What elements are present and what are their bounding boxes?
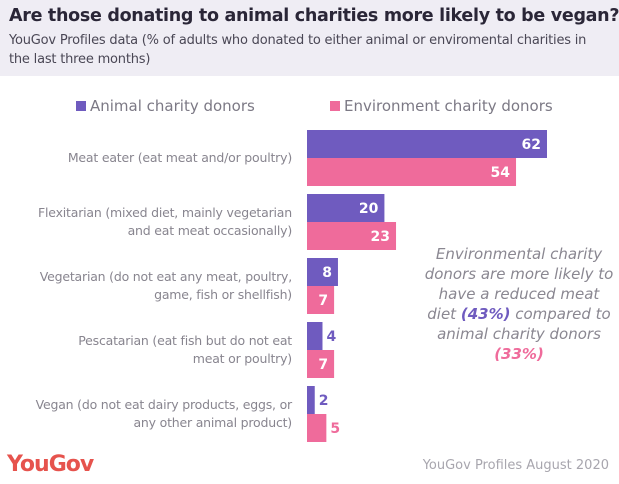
data-label-environment: 7 [318,357,328,373]
category-label-line: game, fish or shellfish) [154,287,292,302]
category-label-line: Vegan (do not eat dairy products, eggs, … [35,397,293,412]
annotation-text-1: Environmental charity donors are more li… [424,245,614,323]
legend-label-animal: Animal charity donors [90,97,255,115]
legend-swatch-animal [76,101,86,111]
category-label-line: Meat eater (eat meat and/or poultry) [67,150,292,165]
legend-swatch-environment [330,101,340,111]
data-label-environment: 54 [491,165,511,181]
bar-animal [307,258,338,286]
bar-environment [307,158,517,186]
bar-animal [307,386,315,414]
category-label-line: and eat meat occasionally) [127,223,293,238]
category-label: Vegan (do not eat dairy products, eggs, … [2,396,293,432]
bar-environment [307,350,335,378]
chart-title: Are those donating to animal charities m… [9,6,619,26]
data-label-animal: 4 [326,329,336,345]
data-label-environment: 23 [371,229,390,245]
data-label-environment: 5 [330,421,340,437]
data-label-environment: 7 [318,293,328,309]
category-label-line: any other animal product) [133,415,292,430]
bar-animal [307,130,547,158]
bar-environment [307,222,397,250]
bar-environment [307,286,335,314]
annotation-highlight-43: (43%) [460,305,511,323]
category-label: Flexitarian (mixed diet, mainly vegetari… [2,204,292,240]
category-label-line: Pescatarian (eat fish but do not eat [78,333,292,348]
category-label: Vegetarian (do not eat any meat, poultry… [2,268,292,304]
data-label-animal: 2 [319,393,329,409]
source-note: YouGov Profiles August 2020 [422,458,609,473]
legend-item-environment: Environment charity donors [330,97,553,115]
category-label-line: Flexitarian (mixed diet, mainly vegetari… [38,205,292,220]
category-label: Meat eater (eat meat and/or poultry) [2,149,292,167]
bar-animal [307,322,323,350]
bar-animal [307,194,385,222]
annotation: Environmental charity donors are more li… [424,244,614,364]
annotation-highlight-33: (33%) [494,345,544,363]
category-label-line: meat or poultry) [192,351,292,366]
data-label-animal: 20 [359,201,379,217]
legend-label-environment: Environment charity donors [344,97,553,115]
annotation-text-2: compared to animal charity donors [437,305,611,343]
legend-item-animal: Animal charity donors [76,97,255,115]
data-label-animal: 8 [322,265,332,281]
category-label: Pescatarian (eat fish but do not eat meat… [2,332,292,368]
header-band: Are those donating to animal charities m… [0,0,619,76]
yougov-logo: YouGov [7,452,94,477]
bar-environment [307,414,327,442]
category-label-line: Vegetarian (do not eat any meat, poultry… [39,269,292,284]
chart-subtitle: YouGov Profiles data (% of adults who do… [9,33,587,67]
data-label-animal: 62 [522,137,541,153]
